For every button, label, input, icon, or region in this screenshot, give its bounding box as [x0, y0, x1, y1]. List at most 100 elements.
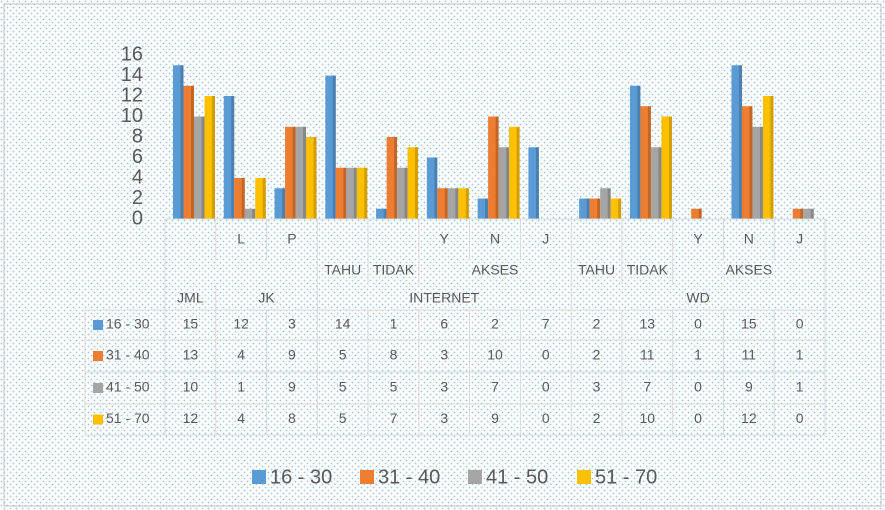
y-tick-label: 4	[132, 166, 143, 188]
category-group-label: TAHU	[324, 262, 361, 278]
table-value: 5	[339, 410, 347, 426]
category-group-label: TIDAK	[627, 262, 669, 278]
table-series-name: 51 - 70	[106, 410, 150, 426]
bar-shade	[738, 65, 742, 219]
bar-shade	[535, 147, 539, 219]
category-group-label: AKSES	[472, 262, 519, 278]
table-value: 8	[390, 347, 398, 363]
table-value: 15	[183, 316, 199, 332]
category-group-label: WD	[686, 290, 709, 306]
bar	[600, 188, 611, 219]
table-value: 13	[183, 347, 199, 363]
bar-shade	[262, 178, 266, 219]
bar-shade	[618, 198, 622, 219]
table-value: 9	[745, 379, 753, 395]
bar-shade	[506, 147, 510, 219]
table-value: 10	[640, 410, 656, 426]
bar	[650, 147, 662, 219]
bar	[477, 198, 489, 219]
table-value: 3	[440, 347, 448, 363]
table-value: 0	[542, 347, 550, 363]
bar	[803, 208, 814, 219]
table-value: 14	[335, 316, 351, 332]
x-tick-label: N	[490, 231, 500, 247]
bar-shade	[212, 96, 215, 219]
bar	[244, 208, 256, 219]
table-value: 15	[741, 316, 757, 332]
bar	[691, 208, 702, 219]
legend-key	[93, 320, 103, 330]
bar-shade	[647, 106, 651, 219]
bar-shade	[586, 198, 590, 219]
category-group-label: INTERNET	[409, 290, 479, 306]
table-series-name: 16 - 30	[106, 316, 150, 332]
bar-shade	[485, 198, 489, 219]
table-value: 9	[288, 347, 296, 363]
bar	[173, 65, 184, 219]
bar	[376, 208, 387, 219]
table-value: 10	[487, 347, 503, 363]
bar-shade	[241, 178, 245, 219]
bar	[223, 96, 235, 219]
bar	[629, 85, 641, 219]
table-value: 7	[643, 379, 651, 395]
bar	[255, 178, 266, 219]
bar	[589, 198, 601, 219]
legend-key	[252, 470, 266, 484]
legend-key	[577, 470, 591, 484]
bar-shade	[404, 167, 408, 219]
legend-label: 51 - 70	[595, 466, 657, 488]
y-tick-label: 2	[132, 187, 143, 209]
bar	[426, 157, 438, 219]
legend-label: 16 - 30	[270, 466, 332, 488]
legend-key	[93, 351, 103, 361]
table-value: 12	[233, 316, 249, 332]
legend-key	[360, 470, 374, 484]
bar-shade	[332, 75, 336, 219]
bar-shade	[668, 116, 672, 219]
bar	[295, 126, 307, 219]
y-tick-label: 12	[121, 84, 143, 106]
bar-shade	[415, 147, 419, 219]
table-value: 0	[542, 410, 550, 426]
bar-shade	[364, 167, 368, 219]
bar	[306, 137, 317, 219]
bar	[437, 188, 448, 219]
bar-shade	[434, 157, 438, 219]
table-value: 0	[694, 379, 702, 395]
bar-shade	[353, 167, 357, 219]
bar-shade	[231, 96, 235, 219]
bar	[741, 106, 753, 219]
bar-shade	[516, 126, 520, 219]
table-value: 2	[593, 410, 601, 426]
bar-shade	[698, 208, 702, 219]
bar	[661, 116, 672, 219]
table-value: 6	[440, 316, 448, 332]
table-value: 1	[694, 347, 702, 363]
table-value: 0	[796, 316, 804, 332]
table-value: 7	[542, 316, 550, 332]
legend-key	[93, 383, 103, 393]
x-tick-label: N	[744, 231, 754, 247]
bar-shade	[201, 116, 205, 219]
x-tick-label: J	[796, 231, 803, 247]
bar-shade	[444, 188, 448, 219]
bar	[498, 147, 510, 219]
bar-shade	[658, 147, 662, 219]
bar	[407, 147, 419, 219]
legend-label: 41 - 50	[486, 466, 548, 488]
table-value: 1	[796, 379, 804, 395]
table-value: 11	[640, 347, 655, 363]
table-value: 10	[183, 379, 199, 395]
bar	[488, 116, 499, 219]
table-value: 2	[593, 316, 601, 332]
bar-shade	[637, 85, 641, 219]
y-tick-label: 0	[132, 207, 143, 229]
table-value: 3	[440, 379, 448, 395]
y-tick-label: 14	[121, 64, 143, 86]
bar-shade	[495, 116, 499, 219]
bar	[752, 126, 763, 219]
bar-shade	[810, 208, 814, 219]
bar	[335, 167, 347, 219]
